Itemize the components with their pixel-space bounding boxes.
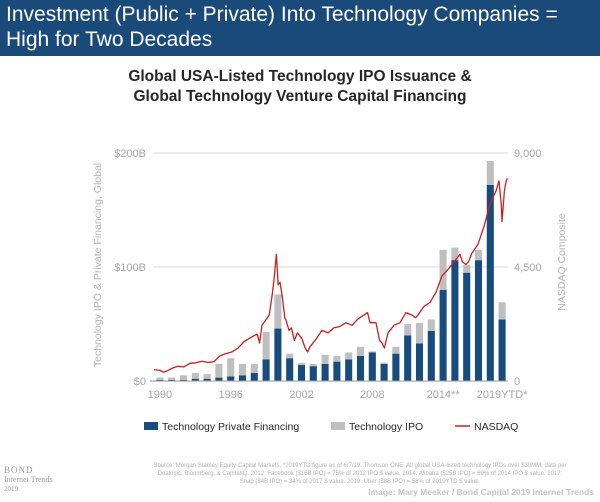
bar-private-financing xyxy=(392,353,400,381)
bar-private-financing xyxy=(498,319,506,381)
bar-private-financing xyxy=(451,260,459,381)
bar-ipo xyxy=(474,249,483,261)
bar-ipo xyxy=(380,362,388,364)
bar-private-financing xyxy=(321,363,329,381)
left-tick-label: $0 xyxy=(134,376,146,388)
chart-title: Global USA-Listed Technology IPO Issuanc… xyxy=(0,67,600,107)
bar-private-financing xyxy=(345,359,353,381)
bar-private-financing xyxy=(203,378,211,381)
bar-private-financing xyxy=(297,365,306,381)
bar-ipo xyxy=(238,363,247,376)
bar-private-financing xyxy=(227,376,235,381)
x-tick-label: 2014** xyxy=(427,389,461,401)
bar-private-financing xyxy=(274,328,282,381)
right-tick-label: 9,000 xyxy=(514,148,542,160)
bar-ipo xyxy=(463,264,471,273)
chart-title-line-1: Global USA-Listed Technology IPO Issuanc… xyxy=(128,68,472,85)
bar-private-financing xyxy=(179,379,188,381)
bar-private-financing xyxy=(156,379,164,381)
bar-ipo xyxy=(368,351,376,353)
bar-private-financing xyxy=(309,366,317,381)
bar-ipo xyxy=(262,331,270,360)
title-banner: Investment (Public + Private) Into Techn… xyxy=(0,0,600,56)
bar-ipo xyxy=(392,346,400,354)
bar-ipo xyxy=(356,346,365,356)
bar-private-financing xyxy=(474,260,483,381)
bar-ipo xyxy=(168,377,176,380)
y-axis-title-right: NASDAQ Composite xyxy=(556,213,568,311)
bar-private-financing xyxy=(439,289,447,381)
source-note: Source: Morgan Stanley Equity Capital Ma… xyxy=(153,463,567,485)
image-credit: Image: Mary Meeker / Bond Capital 2019 I… xyxy=(368,487,594,497)
bar-ipo xyxy=(498,302,506,320)
bar-ipo xyxy=(156,377,164,380)
legend-swatch-ipo xyxy=(331,422,345,430)
bar-ipo xyxy=(191,373,199,379)
bar-ipo xyxy=(179,375,188,380)
bar-ipo xyxy=(486,160,494,185)
bar-private-financing xyxy=(486,184,494,381)
slide-title: Investment (Public + Private) Into Techn… xyxy=(6,3,558,51)
left-tick-label: $200B xyxy=(114,148,146,160)
chart-title-line-2: Global Technology Venture Capital Financ… xyxy=(133,88,467,105)
legend-label-private-financing: Technology Private Financing xyxy=(162,421,299,433)
bar-private-financing xyxy=(215,377,223,381)
right-tick-label: 0 xyxy=(514,376,520,388)
x-tick-label: 2019YTD* xyxy=(477,389,528,401)
bar-private-financing xyxy=(191,378,199,381)
bar-ipo xyxy=(404,324,412,336)
bar-ipo xyxy=(439,249,447,290)
bar-ipo xyxy=(215,363,223,378)
bar-ipo xyxy=(274,294,282,329)
bar-ipo xyxy=(203,374,211,379)
bar-private-financing xyxy=(380,363,388,381)
nasdaq-line xyxy=(153,178,508,373)
bond-logo: BOND Internet Trends 2019 xyxy=(4,465,53,494)
bar-ipo xyxy=(333,355,341,362)
y-axis-title-left: Technology IPO & Private Financing, Glob… xyxy=(92,163,104,367)
bar-private-financing xyxy=(286,358,294,381)
legend-label-ipo: Technology IPO xyxy=(349,421,423,433)
bar-ipo xyxy=(286,353,294,359)
bar-private-financing xyxy=(404,335,412,381)
bar-ipo xyxy=(309,363,317,367)
bar-private-financing xyxy=(368,352,376,381)
bar-private-financing xyxy=(356,355,365,381)
logo-subtitle: Internet Trends xyxy=(4,475,53,484)
bar-ipo xyxy=(451,247,459,261)
chart-area: $0 $100B $200B 0 4,500 9,000 1990 1996 2002 2008 2… xyxy=(92,148,568,433)
legend-swatch-private-financing xyxy=(144,422,158,430)
bar-ipo xyxy=(321,354,329,364)
bar-private-financing xyxy=(262,359,270,381)
bar-ipo xyxy=(227,358,235,377)
bar-private-financing xyxy=(250,373,258,381)
bar-private-financing xyxy=(238,375,247,381)
bar-private-financing xyxy=(427,330,435,381)
x-tick-label: 2002 xyxy=(289,389,313,401)
bar-private-financing xyxy=(415,343,424,381)
bar-ipo xyxy=(427,319,435,331)
legend-label-nasdaq: NASDAQ xyxy=(474,421,518,433)
left-tick-label: $100B xyxy=(114,262,146,274)
logo-year: 2019 xyxy=(4,485,18,493)
x-tick-label: 1996 xyxy=(218,389,242,401)
x-tick-label: 2008 xyxy=(360,389,384,401)
right-tick-label: 4,500 xyxy=(514,262,542,274)
bar-private-financing xyxy=(333,361,341,381)
bar-ipo xyxy=(415,322,424,344)
bar-ipo xyxy=(250,363,258,374)
logo-wordmark: BOND xyxy=(4,465,34,475)
bar-ipo xyxy=(297,362,306,366)
bar-private-financing xyxy=(168,379,176,381)
x-tick-label: 1990 xyxy=(148,389,172,401)
bar-private-financing xyxy=(463,272,471,381)
bar-ipo xyxy=(345,352,353,360)
